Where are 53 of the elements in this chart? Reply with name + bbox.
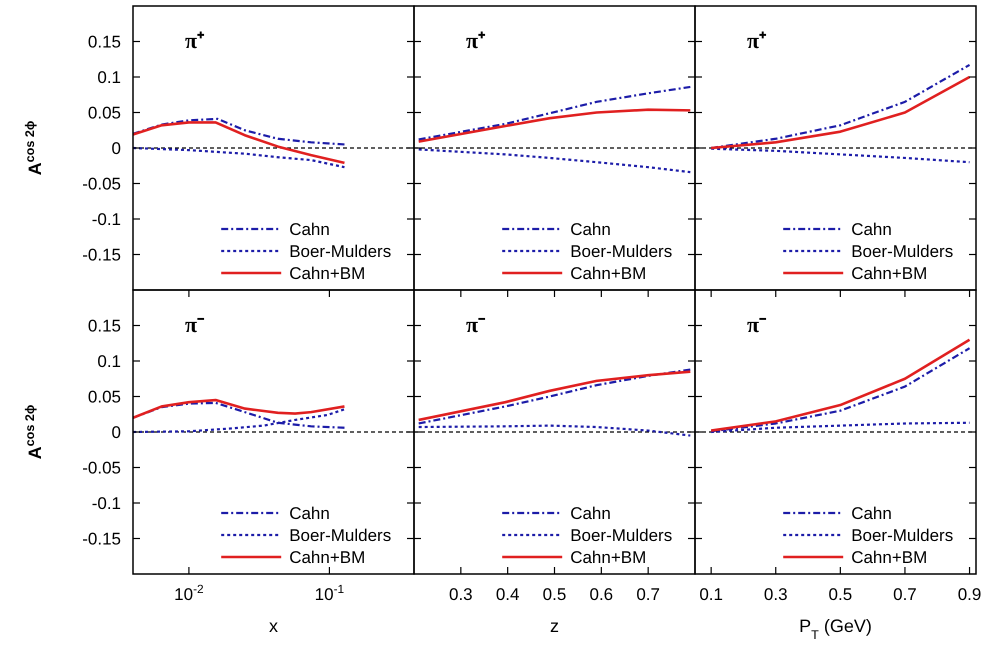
y-tick-label: 0.05 (88, 103, 121, 122)
y-tick-label: -0.1 (92, 210, 121, 229)
x-tick-label: 0.1 (699, 585, 723, 604)
legend-label: Boer-Mulders (851, 242, 954, 261)
annotation: π⁻ (185, 312, 206, 337)
x-tick-label: 0.5 (828, 585, 852, 604)
legend-label: Boer-Mulders (289, 526, 392, 545)
y-tick-label: -0.05 (82, 174, 121, 194)
legend-label: Boer-Mulders (851, 526, 954, 545)
legend-label: Cahn+BM (289, 264, 366, 283)
legend-label: Cahn (289, 220, 330, 239)
annotation: π⁻ (747, 312, 768, 337)
legend-label: Cahn (289, 504, 330, 523)
legend-label: Cahn (851, 220, 892, 239)
y-tick-label: -0.1 (92, 494, 121, 513)
y-tick-label: 0.1 (97, 68, 121, 87)
y-tick-label: -0.15 (82, 529, 121, 548)
y-tick-label: 0.05 (88, 387, 121, 406)
legend-label: Cahn (570, 220, 611, 239)
x-axis-title: P$_{T}$ (GeV) (799, 616, 872, 642)
x-tick-label: 0.3 (764, 585, 788, 604)
x-tick-label: 0.5 (542, 585, 566, 604)
y-tick-label: 0.1 (97, 352, 121, 371)
x-tick-label: 0.6 (590, 585, 614, 604)
x-tick-label: 0.7 (636, 585, 660, 604)
annotation: π⁺ (466, 28, 486, 53)
y-tick-label: -0.05 (82, 458, 121, 478)
x-axis-title: z (550, 616, 559, 636)
annotation: π⁺ (747, 28, 768, 53)
legend-label: Cahn (570, 504, 611, 523)
x-tick-label: 10$^{-2}$ (174, 582, 204, 604)
legend-label: Boer-Mulders (289, 242, 392, 261)
y-tick-label: 0.15 (88, 32, 121, 52)
y-tick-label: -0.15 (82, 245, 121, 264)
legend-label: Cahn+BM (289, 548, 366, 567)
legend-label: Boer-Mulders (570, 242, 672, 261)
x-tick-label: 0.4 (496, 585, 520, 604)
y-tick-label: 0 (112, 138, 121, 158)
annotation: π⁻ (466, 312, 486, 337)
x-axis-title: x (269, 616, 278, 636)
legend-label: Cahn+BM (570, 264, 646, 283)
x-tick-label: 0.9 (958, 585, 982, 604)
legend-label: Cahn+BM (851, 264, 928, 283)
legend-label: Cahn+BM (570, 548, 646, 567)
x-tick-label: 0.7 (893, 585, 917, 604)
legend-label: Cahn+BM (851, 548, 928, 567)
legend-label: Boer-Mulders (570, 526, 672, 545)
y-tick-label: 0.15 (88, 316, 121, 336)
y-tick-label: 0 (112, 422, 121, 442)
x-tick-label: 10$^{-1}$ (314, 582, 345, 604)
legend-label: Cahn (851, 504, 892, 523)
x-tick-label: 0.3 (449, 585, 473, 604)
annotation: π⁺ (185, 28, 206, 53)
